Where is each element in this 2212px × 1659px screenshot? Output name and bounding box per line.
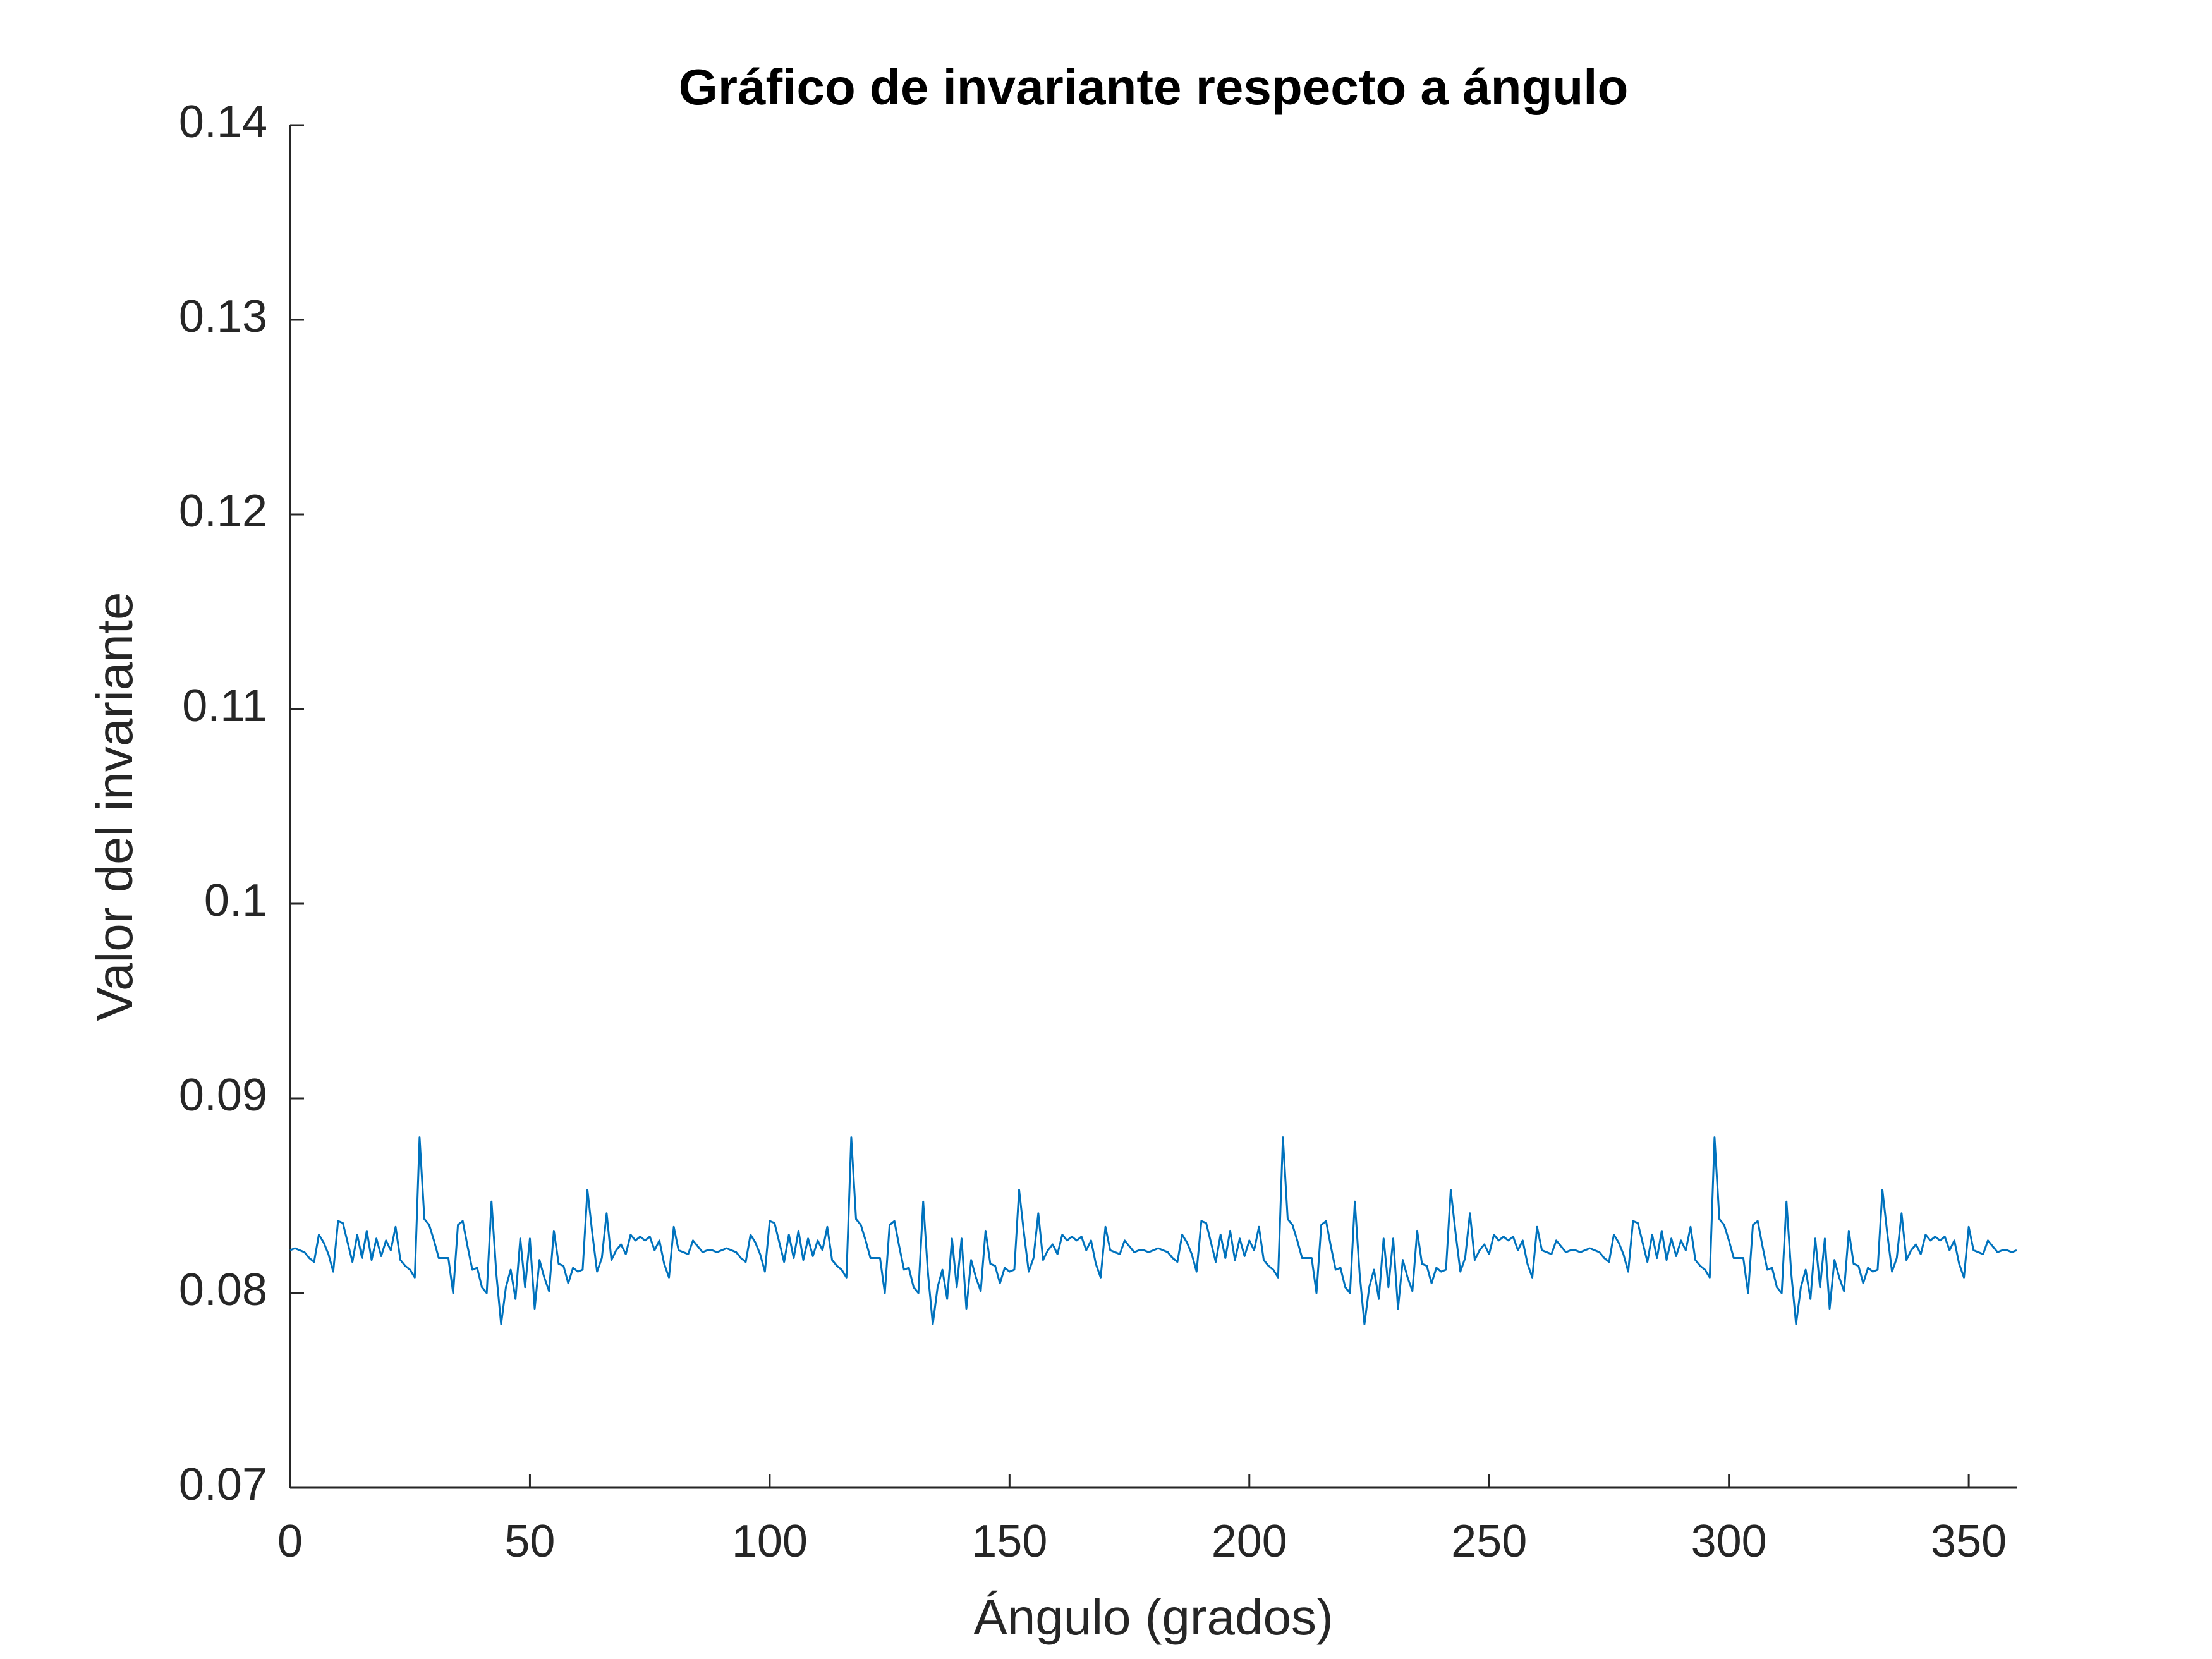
x-tick-label: 50 [504, 1516, 555, 1567]
x-tick-label: 100 [732, 1516, 808, 1567]
x-tick-label: 250 [1451, 1516, 1527, 1567]
y-tick-label: 0.11 [182, 681, 267, 731]
y-tick-label: 0.08 [179, 1265, 267, 1315]
x-tick-label: 200 [1212, 1516, 1287, 1567]
y-tick-label: 0.1 [204, 875, 267, 926]
x-tick-label: 0 [277, 1516, 303, 1567]
x-tick-label: 300 [1691, 1516, 1767, 1567]
data-line [289, 1136, 2017, 1325]
x-tick-label: 150 [971, 1516, 1047, 1567]
y-tick-label: 0.07 [179, 1459, 267, 1510]
y-tick-label: 0.13 [179, 291, 267, 342]
x-axis-label: Ángulo (grados) [973, 1589, 1333, 1645]
y-tick-label: 0.09 [179, 1070, 267, 1121]
y-axis-label: Valor del invariante [87, 592, 143, 1021]
y-tick-label: 0.14 [179, 97, 267, 147]
x-tick-label: 350 [1931, 1516, 2007, 1567]
chart-title: Gráfico de invariante respecto a ángulo [679, 59, 1629, 115]
y-tick-label: 0.12 [179, 486, 267, 537]
